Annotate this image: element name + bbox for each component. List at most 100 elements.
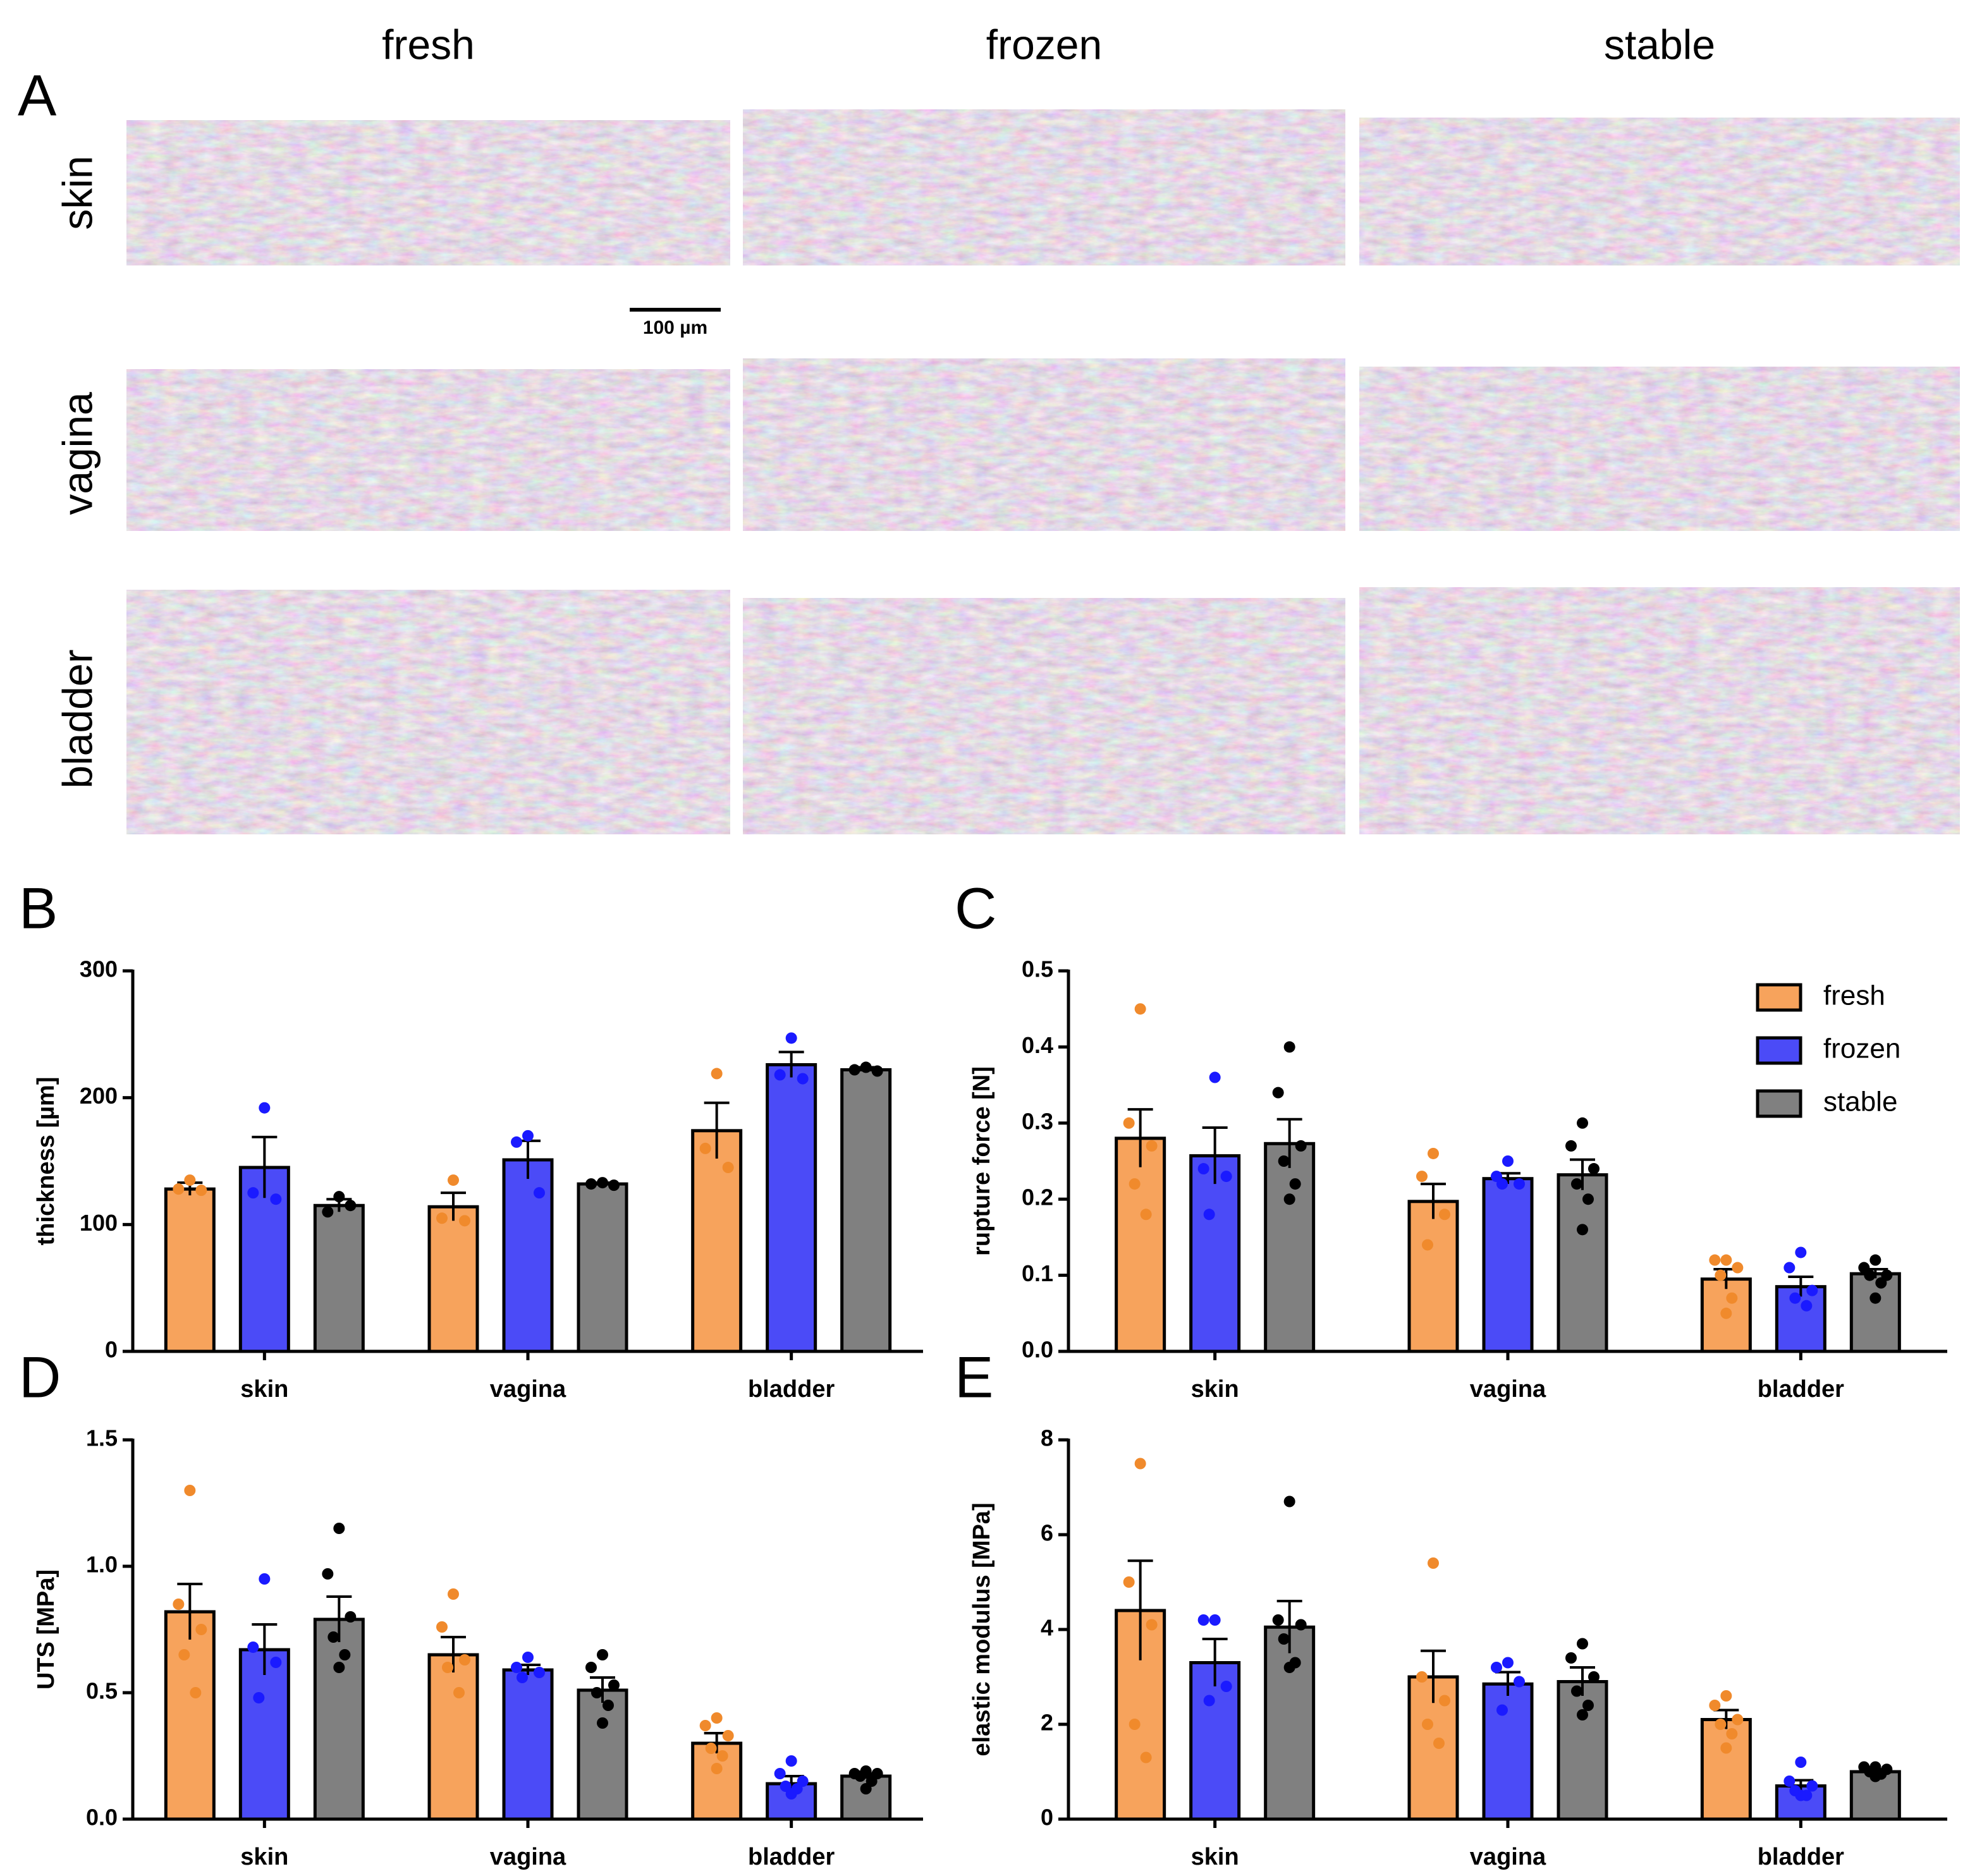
data-point <box>1197 1614 1209 1626</box>
histology-image <box>126 120 730 265</box>
column-title: stable <box>1604 21 1715 68</box>
data-point <box>459 1654 470 1666</box>
data-point <box>1129 1719 1141 1730</box>
bar <box>1849 1272 1901 1353</box>
bar <box>502 1668 554 1821</box>
data-point <box>1577 1638 1588 1650</box>
data-point <box>1422 1719 1433 1730</box>
x-tick-label: vagina <box>490 1376 566 1403</box>
data-point <box>597 1649 608 1660</box>
legend-swatch <box>1756 1036 1802 1065</box>
data-point <box>1502 1155 1514 1167</box>
data-point <box>448 1588 459 1600</box>
bar <box>1407 1200 1459 1353</box>
data-point <box>453 1687 465 1698</box>
data-point <box>1283 1662 1295 1673</box>
data-point <box>597 1177 608 1189</box>
data-point <box>848 1064 860 1076</box>
data-point <box>522 1652 534 1663</box>
data-point <box>333 1191 345 1203</box>
data-point <box>448 1174 459 1186</box>
bar <box>691 1129 743 1353</box>
x-tick-label: skin <box>1191 1376 1239 1403</box>
data-point <box>327 1631 340 1643</box>
data-point <box>534 1667 545 1678</box>
data-point <box>1795 1757 1807 1768</box>
data-point <box>1123 1117 1135 1129</box>
data-point <box>1732 1262 1744 1274</box>
bar <box>1482 1682 1534 1821</box>
bar <box>427 1205 479 1353</box>
y-tick-label: 1.0 <box>86 1552 118 1578</box>
data-point <box>1869 1770 1881 1782</box>
data-point <box>1295 1619 1307 1631</box>
data-point <box>1134 1458 1146 1470</box>
bar <box>427 1653 479 1821</box>
data-point <box>1416 1171 1428 1183</box>
legend-label: stable <box>1823 1087 1897 1118</box>
data-point <box>1295 1140 1307 1152</box>
data-point <box>1283 1041 1295 1053</box>
data-point <box>1514 1178 1525 1190</box>
y-tick-label: 2 <box>1041 1710 1053 1736</box>
data-point <box>1209 1614 1221 1626</box>
data-point <box>511 1136 522 1148</box>
histology-grid <box>126 109 1960 834</box>
data-point <box>1272 1087 1284 1099</box>
data-point <box>1220 1171 1232 1183</box>
data-point <box>195 1624 207 1635</box>
legend-swatch <box>1756 1089 1802 1118</box>
data-point <box>345 1200 357 1212</box>
data-point <box>1209 1071 1221 1083</box>
bar <box>577 1182 628 1353</box>
data-point <box>1129 1178 1141 1190</box>
data-point <box>699 1142 711 1154</box>
y-tick-label: 0.2 <box>1022 1185 1053 1210</box>
data-point <box>259 1102 271 1114</box>
data-point <box>774 1768 786 1779</box>
data-point <box>711 1763 723 1774</box>
data-point <box>722 1730 734 1741</box>
data-point <box>1571 1685 1582 1697</box>
data-point <box>1582 1193 1594 1205</box>
histology-image <box>1359 587 1960 834</box>
bar <box>164 1187 216 1353</box>
data-point <box>608 1679 620 1691</box>
bar <box>1700 1277 1752 1353</box>
y-tick-label: 0 <box>1041 1805 1053 1830</box>
bar <box>1482 1177 1534 1353</box>
y-tick-label: 0.5 <box>86 1678 118 1704</box>
histology-image <box>1359 118 1960 265</box>
data-point <box>1140 1209 1152 1221</box>
data-point <box>1869 1292 1881 1304</box>
data-point <box>1720 1690 1732 1702</box>
data-point <box>1732 1714 1744 1726</box>
x-tick-label: vagina <box>1470 1376 1546 1403</box>
bar <box>313 1617 365 1821</box>
data-point <box>253 1692 265 1703</box>
data-point <box>585 1662 597 1673</box>
data-point <box>436 1212 448 1224</box>
y-tick-label: 8 <box>1041 1425 1053 1451</box>
data-point <box>339 1649 351 1660</box>
scale-bar-label: 100 µm <box>643 317 707 338</box>
data-point <box>854 1770 866 1782</box>
bar <box>1264 1142 1316 1353</box>
x-tick-label: bladder <box>748 1844 835 1870</box>
y-tick-label: 0.0 <box>86 1805 118 1830</box>
data-point <box>711 1068 723 1080</box>
data-point <box>608 1179 620 1191</box>
data-point <box>1715 1719 1727 1730</box>
data-point <box>1203 1695 1215 1707</box>
data-point <box>1134 1003 1146 1015</box>
data-point <box>1146 1140 1158 1152</box>
data-point <box>860 1783 872 1794</box>
data-point <box>259 1573 271 1585</box>
bar <box>1189 1154 1241 1353</box>
data-point <box>1726 1292 1738 1304</box>
data-point <box>1565 1652 1577 1664</box>
panel-label: C <box>955 876 996 941</box>
data-point <box>436 1621 448 1633</box>
data-point <box>591 1687 603 1698</box>
y-tick-label: 0.4 <box>1022 1032 1053 1058</box>
